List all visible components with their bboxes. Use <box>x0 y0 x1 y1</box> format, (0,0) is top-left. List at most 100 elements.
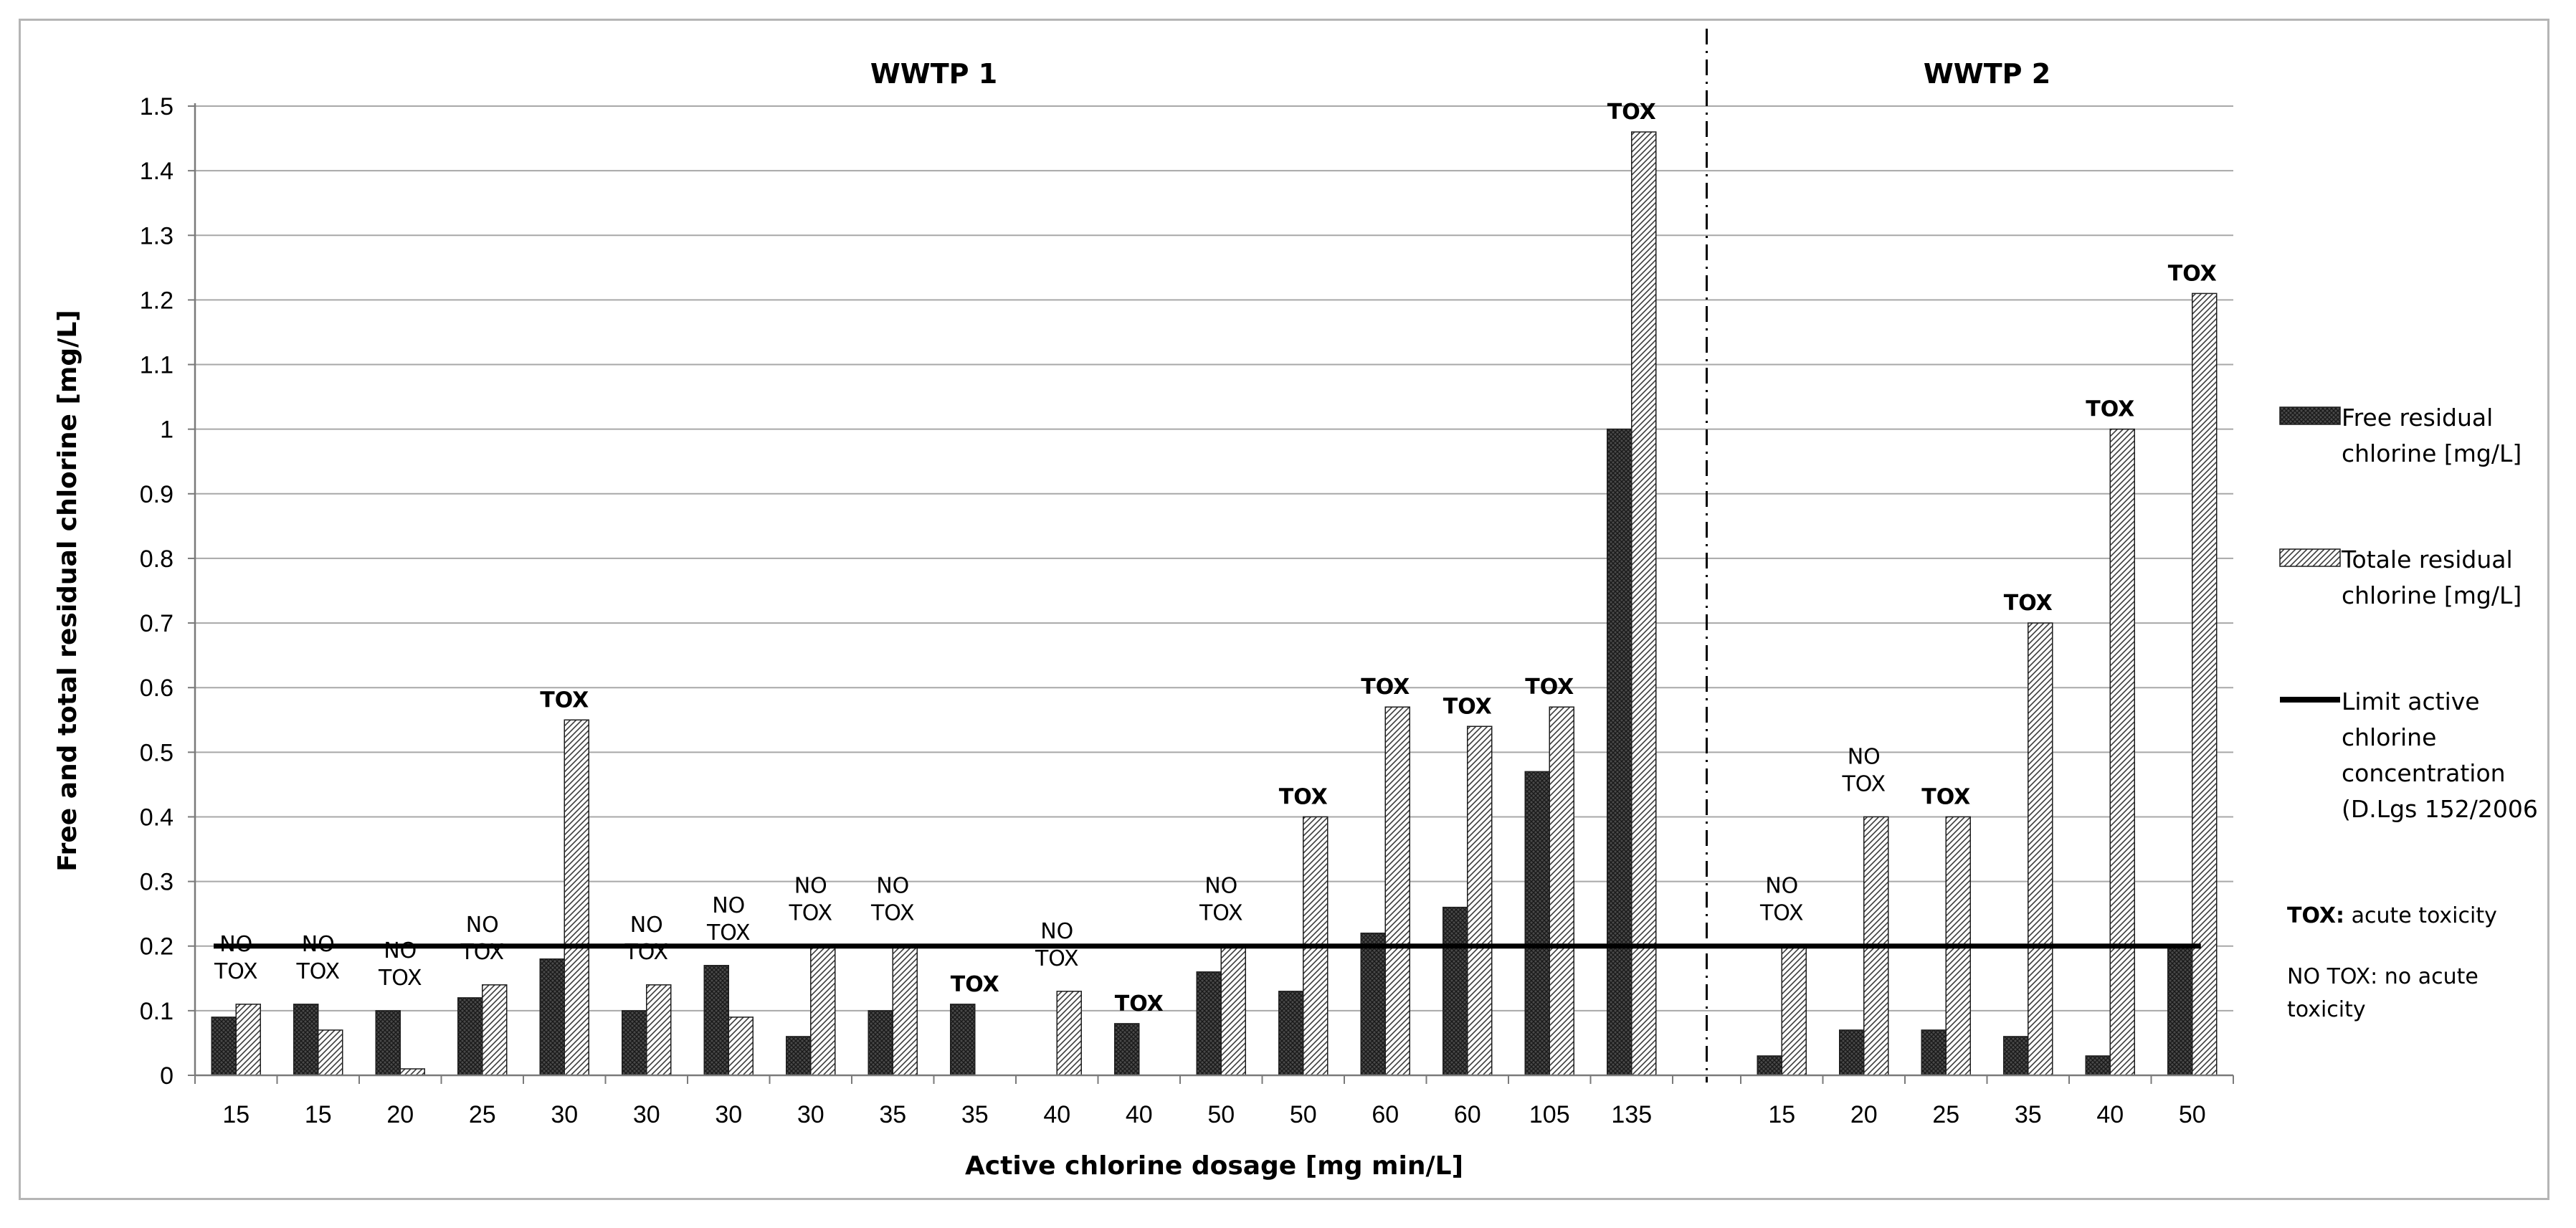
annotation-no-tox: NO TOX <box>214 932 258 984</box>
y-tick-label: 0.6 <box>140 675 174 702</box>
annotation-line: NO <box>466 913 499 938</box>
legend-line: chlorine [mg/L] <box>2342 581 2522 609</box>
bar-total-residual <box>1220 945 1246 1076</box>
x-tick-label: 20 <box>386 1101 414 1128</box>
bar-total-residual <box>1631 131 1657 1076</box>
y-tick-label: 0.9 <box>140 481 174 508</box>
x-tick-label: 15 <box>1768 1101 1795 1128</box>
bar-free-residual <box>622 1010 647 1076</box>
x-tick-label: 50 <box>1207 1101 1235 1128</box>
x-tick-label: 30 <box>715 1101 742 1128</box>
bar-free-residual <box>1278 991 1304 1076</box>
x-tick-label: 50 <box>1290 1101 1317 1128</box>
bar-free-residual <box>1443 906 1468 1076</box>
note-tox-text: acute toxicity <box>2344 903 2497 928</box>
annotation-line: NO <box>876 874 909 899</box>
annotation-tox: TOX <box>1115 991 1164 1017</box>
x-tick-label: 20 <box>1850 1101 1878 1128</box>
annotation-no-tox: NO TOX <box>870 874 915 926</box>
legend-line: (D.Lgs 152/2006 <box>2342 795 2538 823</box>
annotation-tox: TOX <box>1607 100 1656 125</box>
annotation-line: NO <box>1765 874 1798 899</box>
annotation-line: TOX <box>1841 771 1886 796</box>
bar-free-residual <box>457 997 483 1076</box>
x-tick-label: 135 <box>1611 1101 1652 1128</box>
y-tick-label: 1.5 <box>140 93 174 120</box>
bar-total-residual <box>399 1068 425 1076</box>
bar-free-residual <box>1524 771 1550 1076</box>
bar-free-residual <box>786 1036 812 1076</box>
bar-total-residual <box>1781 945 1807 1076</box>
y-axis-title: Free and total residual chlorine [mg/L] <box>53 310 82 871</box>
annotation-line: NO <box>1040 919 1073 944</box>
axes: 0 0.1 0.2 0.3 0.4 0.5 0.6 0.7 0.8 0.9 1 1.1 1.2 1.3 1.… <box>140 93 2234 1090</box>
bar-free-residual <box>1607 428 1632 1076</box>
y-tick-label: 0.5 <box>140 739 174 766</box>
annotation-line: TOX <box>295 959 340 984</box>
note-tox: TOX: acute toxicity <box>2287 903 2497 928</box>
bar-total-residual <box>318 1029 343 1076</box>
annotation-no-tox: NO TOX <box>460 913 504 965</box>
annotation-line: NO <box>384 938 417 963</box>
x-tick-label: 40 <box>2096 1101 2124 1128</box>
bar-free-residual <box>950 1004 976 1076</box>
annotation-tox: TOX <box>1443 694 1492 719</box>
annotation-line: NO <box>712 893 745 918</box>
y-tick-label: 1.1 <box>140 352 174 379</box>
note-tox-key: TOX: <box>2287 903 2344 928</box>
annotation-no-tox: NO TOX <box>624 913 668 965</box>
bar-free-residual <box>1360 932 1386 1076</box>
annotation-line: TOX <box>378 966 422 991</box>
x-tick-label: 15 <box>222 1101 249 1128</box>
bar-total-residual <box>482 984 508 1076</box>
y-tick-label: 0.1 <box>140 998 174 1025</box>
y-tick-label: 0.7 <box>140 610 174 637</box>
chart-frame <box>19 19 2549 1200</box>
annotation-tox: TOX <box>2004 591 2053 616</box>
bar-free-residual <box>2085 1055 2111 1076</box>
annotation-no-tox: NO TOX <box>378 938 422 991</box>
y-tick-label: 0.2 <box>140 933 174 961</box>
y-tick-label: 1.3 <box>140 222 174 249</box>
annotation-no-tox: NO TOX <box>1841 744 1886 796</box>
bar-free-residual <box>2003 1036 2029 1076</box>
bar-free-residual <box>2167 945 2193 1076</box>
legend-swatch-free <box>2279 406 2341 425</box>
bar-free-residual <box>703 965 729 1076</box>
bars <box>211 131 2218 1076</box>
x-tick-label: 40 <box>1126 1101 1153 1128</box>
bar-free-residual <box>375 1010 401 1076</box>
bar-free-residual <box>293 1004 319 1076</box>
x-tick-label: 50 <box>2179 1101 2206 1128</box>
annotation-tox: TOX <box>2168 261 2217 286</box>
bar-total-residual <box>1384 706 1410 1076</box>
bar-total-residual <box>564 719 589 1076</box>
x-tick-label: 15 <box>305 1101 332 1128</box>
annotation-no-tox: NO TOX <box>788 874 832 926</box>
legend-line: Limit active <box>2342 687 2480 715</box>
y-tick-label: 1.2 <box>140 287 174 314</box>
annotation-line: NO <box>1848 744 1881 769</box>
x-tick-label: 25 <box>1932 1101 1959 1128</box>
y-tick-label: 0.3 <box>140 869 174 896</box>
x-tick-label: 30 <box>797 1101 824 1128</box>
annotation-line: TOX <box>214 959 258 984</box>
annotation-tox: TOX <box>1361 675 1410 700</box>
annotation-tox: TOX <box>540 687 589 713</box>
bar-free-residual <box>1839 1029 1865 1076</box>
annotation-tox: TOX <box>2086 397 2134 422</box>
bar-total-residual <box>1056 991 1082 1076</box>
legend-line: Free residual <box>2342 404 2493 432</box>
bar-total-residual <box>810 945 836 1076</box>
bar-free-residual <box>1757 1055 1782 1076</box>
annotation-line: NO <box>219 932 252 957</box>
limit-line <box>214 29 2201 1082</box>
annotation-no-tox: NO TOX <box>1199 874 1243 926</box>
bar-free-residual <box>1196 971 1222 1076</box>
annotation-line: NO <box>794 874 827 899</box>
note-no-tox: NO TOX: no acute toxicity <box>2287 964 2478 1022</box>
annotation-no-tox: NO TOX <box>706 893 751 946</box>
annotation-tox: TOX <box>1921 784 1970 809</box>
x-tick-label: 40 <box>1043 1101 1070 1128</box>
